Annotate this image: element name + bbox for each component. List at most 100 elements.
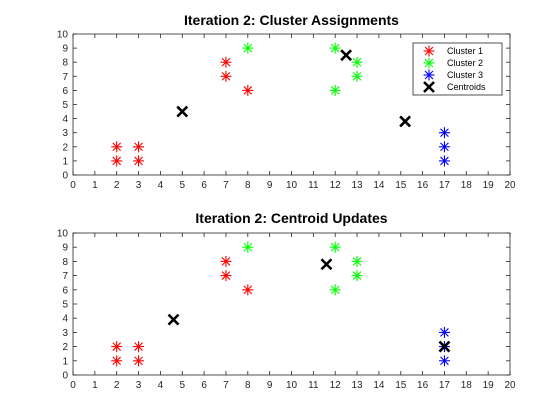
top-series3-point-stroke-d2 (440, 156, 449, 166)
top-series2-point-stroke-d2 (330, 43, 340, 53)
top-xtick-label: 20 (504, 180, 516, 191)
legend-cluster-icon (423, 57, 435, 69)
bottom-xtick-label: 17 (439, 380, 451, 391)
bottom-centroid-marker (167, 313, 180, 326)
bottom-xtick-label: 9 (267, 380, 273, 391)
bottom-series1-point (242, 284, 254, 296)
bottom-plot-area (73, 233, 510, 375)
bottom-ytick-label: 0 (62, 371, 68, 382)
top-ytick-label: 3 (62, 128, 68, 139)
legend-entry-label: Centroids (447, 82, 486, 92)
bottom-series1-point-stroke-d2 (112, 342, 122, 351)
legend-cluster-icon (423, 69, 435, 81)
top-series1-point-stroke-d2 (134, 156, 143, 166)
legend-centroid-icon-stroke-2 (423, 81, 435, 93)
top-chart-title: Iteration 2: Cluster Assignments (184, 12, 399, 28)
bottom-series3-point (438, 355, 450, 367)
legend-centroid-icon (423, 81, 435, 93)
bottom-series2-point (242, 241, 254, 253)
bottom-series2-point (329, 284, 341, 296)
top-centroid-marker-stroke-2 (176, 105, 189, 118)
bottom-series1-point-stroke-d2 (134, 356, 143, 366)
top-series1-point (220, 70, 232, 82)
bottom-series2-point (351, 255, 363, 267)
bottom-series3-point-stroke-d2 (440, 328, 449, 337)
top-series1-point-stroke-d2 (134, 142, 143, 152)
bottom-series1-point-stroke-d2 (112, 356, 122, 366)
bottom-ytick-label: 5 (62, 300, 68, 311)
top-series3-point (438, 141, 450, 153)
bottom-ytick-label: 7 (62, 271, 68, 282)
top-series3-point-stroke-d2 (440, 142, 449, 152)
bottom-xtick-label: 20 (504, 380, 516, 391)
bottom-series1-point (111, 355, 123, 367)
top-xtick-label: 15 (395, 180, 407, 191)
top-ytick-label: 6 (62, 86, 68, 97)
bottom-xtick-label: 11 (308, 380, 319, 391)
bottom-ytick-label: 6 (62, 285, 68, 296)
bottom-series2-point-stroke-d2 (352, 257, 362, 266)
bottom-ytick-label: 10 (57, 229, 69, 240)
legend-cluster-icon-stroke-d2 (424, 58, 434, 68)
top-xtick-label: 17 (439, 180, 451, 191)
bottom-xtick-label: 12 (330, 380, 342, 391)
bottom-xtick-label: 19 (483, 380, 495, 391)
bottom-series2-point (351, 270, 363, 282)
top-series3-point-stroke-d2 (440, 128, 449, 138)
bottom-ytick-label: 8 (62, 257, 68, 268)
bottom-centroid-marker-stroke-2 (320, 258, 333, 271)
top-series1-point-stroke-d2 (243, 86, 253, 95)
legend-entry-label: Cluster 3 (447, 70, 483, 80)
top-xtick-label: 9 (267, 180, 273, 191)
bottom-series1-point (111, 341, 123, 353)
top-series2-point-stroke-d2 (330, 86, 340, 95)
top-xtick-label: 14 (373, 180, 385, 191)
top-xtick-label: 13 (351, 180, 363, 191)
top-xtick-label: 0 (70, 180, 76, 191)
top-xtick-label: 16 (417, 180, 429, 191)
top-xtick-label: 10 (286, 180, 298, 191)
top-centroid-marker-stroke-2 (399, 115, 412, 128)
bottom-series3-point (438, 326, 450, 338)
top-xtick-label: 2 (114, 180, 120, 191)
bottom-xtick-label: 2 (114, 380, 120, 391)
bottom-series3-point-stroke-d2 (440, 356, 449, 366)
bottom-series2-point-stroke-d2 (243, 242, 253, 252)
top-series1-point (220, 56, 232, 68)
legend-entry-label: Cluster 1 (447, 46, 483, 56)
top-series1-point (111, 155, 123, 167)
bottom-centroid-marker-stroke-2 (167, 313, 180, 326)
top-ytick-label: 9 (62, 44, 68, 55)
top-series1-point (111, 141, 123, 153)
bottom-series2-point (329, 241, 341, 253)
top-ytick-label: 4 (62, 114, 68, 125)
top-legend: Cluster 1 Cluster 2 Cluster 3 Centroids (412, 42, 503, 96)
top-series3-point (438, 127, 450, 139)
top-centroid-marker (399, 115, 412, 128)
top-series2-point (351, 70, 363, 82)
top-xtick-label: 12 (330, 180, 342, 191)
bottom-ytick-label: 1 (62, 356, 68, 367)
top-ytick-label: 0 (62, 171, 68, 182)
top-series1-point (242, 84, 254, 96)
bottom-ytick-label: 2 (62, 342, 68, 353)
top-xtick-label: 7 (223, 180, 229, 191)
top-series1-point-stroke-d2 (221, 57, 231, 67)
top-series2-point (351, 56, 363, 68)
top-series2-point (329, 42, 341, 54)
bottom-xtick-label: 3 (136, 380, 142, 391)
top-ytick-label: 7 (62, 72, 68, 83)
top-series2-point (242, 42, 254, 54)
top-series1-point-stroke-d2 (112, 156, 122, 166)
bottom-xtick-label: 1 (92, 380, 98, 391)
bottom-ytick-label: 9 (62, 243, 68, 254)
bottom-xtick-label: 18 (461, 380, 473, 391)
bottom-centroid-marker-stroke-2 (438, 340, 451, 353)
top-series2-point-stroke-d2 (352, 71, 362, 81)
top-xtick-label: 19 (483, 180, 495, 191)
bottom-chart-title: Iteration 2: Centroid Updates (195, 210, 387, 226)
bottom-xtick-label: 7 (223, 380, 229, 391)
bottom-xtick-label: 15 (395, 380, 407, 391)
top-centroid-marker (176, 105, 189, 118)
